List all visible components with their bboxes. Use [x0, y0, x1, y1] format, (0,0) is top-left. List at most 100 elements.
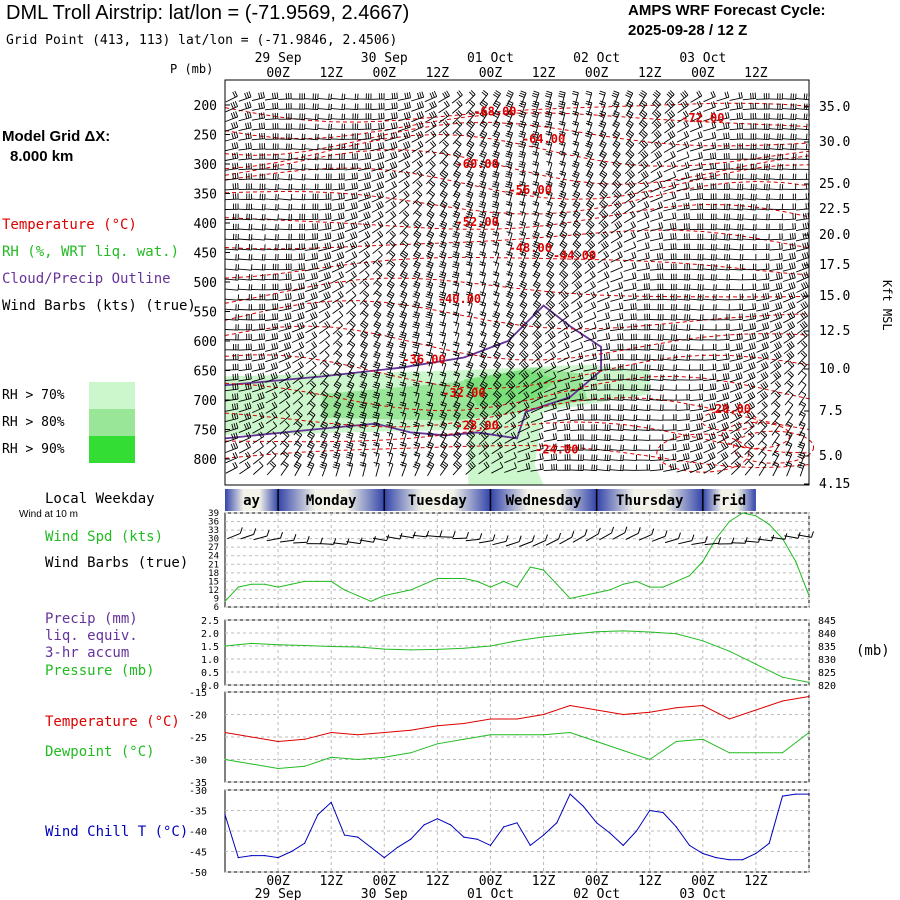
wind-barb-flag: [441, 441, 448, 445]
wind-barb-flag: [645, 273, 648, 280]
wind-barb-flag: [549, 332, 554, 338]
wind-barb: [344, 98, 358, 101]
wind-barb-flag: [469, 91, 474, 97]
wind-barb-flag: [604, 230, 609, 236]
wind-barb-flag: [612, 102, 619, 106]
wind-barb-flag: [359, 375, 366, 379]
wind-barb-flag: [519, 233, 526, 237]
wind-barb-flag: [426, 455, 432, 459]
wind-barb-flag: [513, 441, 517, 448]
wind-barb: [345, 285, 357, 294]
wind-barb-flag: [491, 175, 498, 179]
wind-barb-flag: [346, 454, 353, 457]
wind-barb: [415, 413, 420, 427]
wind-barb: [558, 284, 569, 295]
wind-barb-flag: [587, 253, 592, 259]
wind-barb-flag: [479, 144, 485, 149]
wind-barb-flag: [398, 366, 405, 369]
wind-barb-flag: [290, 204, 293, 210]
wind-barb: [319, 345, 330, 355]
wind-barb-flag: [533, 314, 539, 319]
wind-barb-flag: [303, 253, 305, 260]
wind-barb-flag: [518, 203, 525, 206]
wind-barb: [702, 188, 716, 191]
wind-barb-flag: [341, 251, 345, 258]
wind-barb-flag: [403, 230, 409, 235]
wind-barb-flag: [439, 323, 446, 327]
wind-barb-flag: [656, 151, 661, 158]
wind-barb-flag: [537, 330, 542, 336]
wind-barb-flag: [479, 243, 486, 246]
wind-barb-flag: [493, 191, 500, 194]
wind-barb-flag: [335, 411, 341, 415]
wind-barb-flag: [324, 263, 327, 270]
wind-barb-flag: [402, 212, 408, 217]
wind-barb-flag: [467, 393, 473, 397]
wind-barb-flag: [465, 164, 472, 169]
wind-barb-flag: [319, 466, 326, 469]
wind-barb-flag: [545, 244, 552, 249]
wind-barb-flag: [615, 202, 621, 207]
wind-barb-flag: [518, 104, 525, 108]
wind-barb-flag: [467, 444, 473, 450]
wind-barb-flag: [309, 441, 315, 445]
wind-barb-flag: [615, 212, 621, 218]
wind-barb: [625, 143, 635, 155]
wind-barb: [466, 434, 476, 446]
wind-barb-flag: [625, 94, 631, 98]
wind-barb-flag: [699, 294, 702, 301]
wind-barb-flag: [283, 432, 288, 438]
wind-barb-flag: [439, 331, 446, 334]
wind-barb: [251, 97, 265, 102]
wind-barb-flag: [237, 274, 240, 281]
wind-barb-flag: [572, 204, 578, 209]
wind-barb-flag: [382, 122, 385, 129]
wind-barb-flag: [452, 283, 459, 287]
wind-barb-flag: [380, 191, 384, 197]
wind-barb-flag: [621, 323, 624, 329]
wind-barb-flag: [442, 190, 448, 195]
wind-barb-flag: [480, 142, 486, 146]
wind-barb-flag: [532, 274, 539, 279]
wind-barb-flag: [289, 292, 292, 299]
wind-barb-flag: [588, 232, 594, 237]
wind-barb-flag: [273, 352, 276, 359]
wind-barb: [225, 278, 239, 281]
wind-barb-flag: [390, 260, 396, 265]
wind-barb-flag: [272, 103, 274, 109]
wind-barb: [494, 303, 500, 316]
wind-barb-flag: [621, 302, 624, 309]
wind-barb-flag: [426, 263, 433, 267]
wind-barb-flag: [237, 294, 240, 301]
wind-barb-flag: [572, 234, 579, 239]
wind-barb-flag: [656, 253, 659, 260]
wind-barb-flag: [438, 295, 445, 299]
wind-barb-flag: [649, 394, 651, 401]
wind-barb: [468, 233, 473, 246]
wind-barb-flag: [673, 344, 675, 351]
wind-barb-flag: [372, 385, 379, 389]
wind-barb-flag: [439, 415, 445, 419]
wind-barb-flag: [247, 441, 251, 448]
wind-barb: [414, 454, 421, 467]
wind-barb-flag: [379, 230, 384, 236]
wind-barb-flag: [491, 195, 498, 199]
wind-barb-flag: [632, 231, 637, 237]
wind-barb-flag: [453, 351, 460, 355]
wind-barb-flag: [520, 270, 527, 275]
wind-barb: [585, 234, 595, 245]
wind-barb: [479, 394, 488, 406]
wind-barb-flag: [553, 453, 555, 460]
wind-barb: [252, 455, 264, 465]
wind-barb: [425, 154, 436, 164]
wind-barb: [374, 363, 381, 377]
wind-barb-flag: [244, 102, 248, 109]
wind-barb-flag: [497, 400, 503, 406]
wind-barb-flag: [479, 323, 486, 327]
wind-barb-flag: [594, 342, 597, 349]
wind-barb-flag: [519, 334, 526, 339]
wind-barb-flag: [480, 404, 486, 409]
wind-barb: [636, 267, 650, 272]
wind-barb-flag: [320, 404, 326, 409]
wind-barb-flag: [298, 352, 302, 359]
